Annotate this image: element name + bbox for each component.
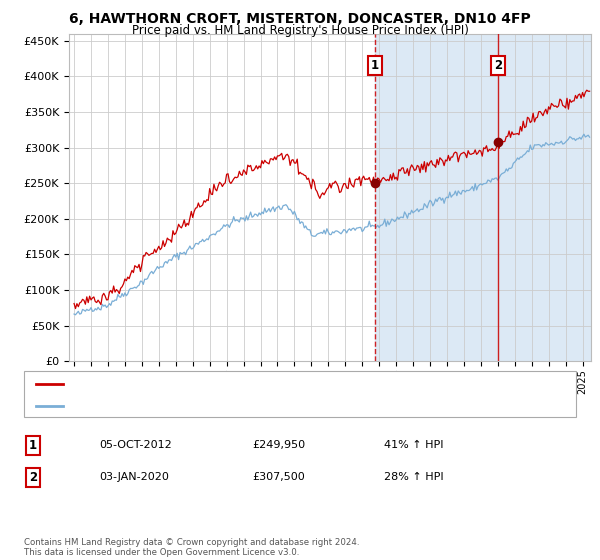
Text: 6, HAWTHORN CROFT, MISTERTON, DONCASTER, DN10 4FP: 6, HAWTHORN CROFT, MISTERTON, DONCASTER,… — [69, 12, 531, 26]
Text: £249,950: £249,950 — [252, 440, 305, 450]
Text: 41% ↑ HPI: 41% ↑ HPI — [384, 440, 443, 450]
Text: 6, HAWTHORN CROFT, MISTERTON, DONCASTER, DN10 4FP (detached house): 6, HAWTHORN CROFT, MISTERTON, DONCASTER,… — [69, 379, 472, 389]
Text: £307,500: £307,500 — [252, 472, 305, 482]
Text: Price paid vs. HM Land Registry's House Price Index (HPI): Price paid vs. HM Land Registry's House … — [131, 24, 469, 36]
Text: Contains HM Land Registry data © Crown copyright and database right 2024.
This d: Contains HM Land Registry data © Crown c… — [24, 538, 359, 557]
Text: 03-JAN-2020: 03-JAN-2020 — [99, 472, 169, 482]
Bar — [375, 34, 591, 361]
Text: HPI: Average price, detached house, Bassetlaw: HPI: Average price, detached house, Bass… — [69, 401, 315, 410]
Text: 1: 1 — [371, 59, 379, 72]
Text: 05-OCT-2012: 05-OCT-2012 — [99, 440, 172, 450]
Text: 2: 2 — [29, 470, 37, 484]
Text: 2: 2 — [494, 59, 502, 72]
Text: 28% ↑ HPI: 28% ↑ HPI — [384, 472, 443, 482]
Text: 1: 1 — [29, 438, 37, 452]
